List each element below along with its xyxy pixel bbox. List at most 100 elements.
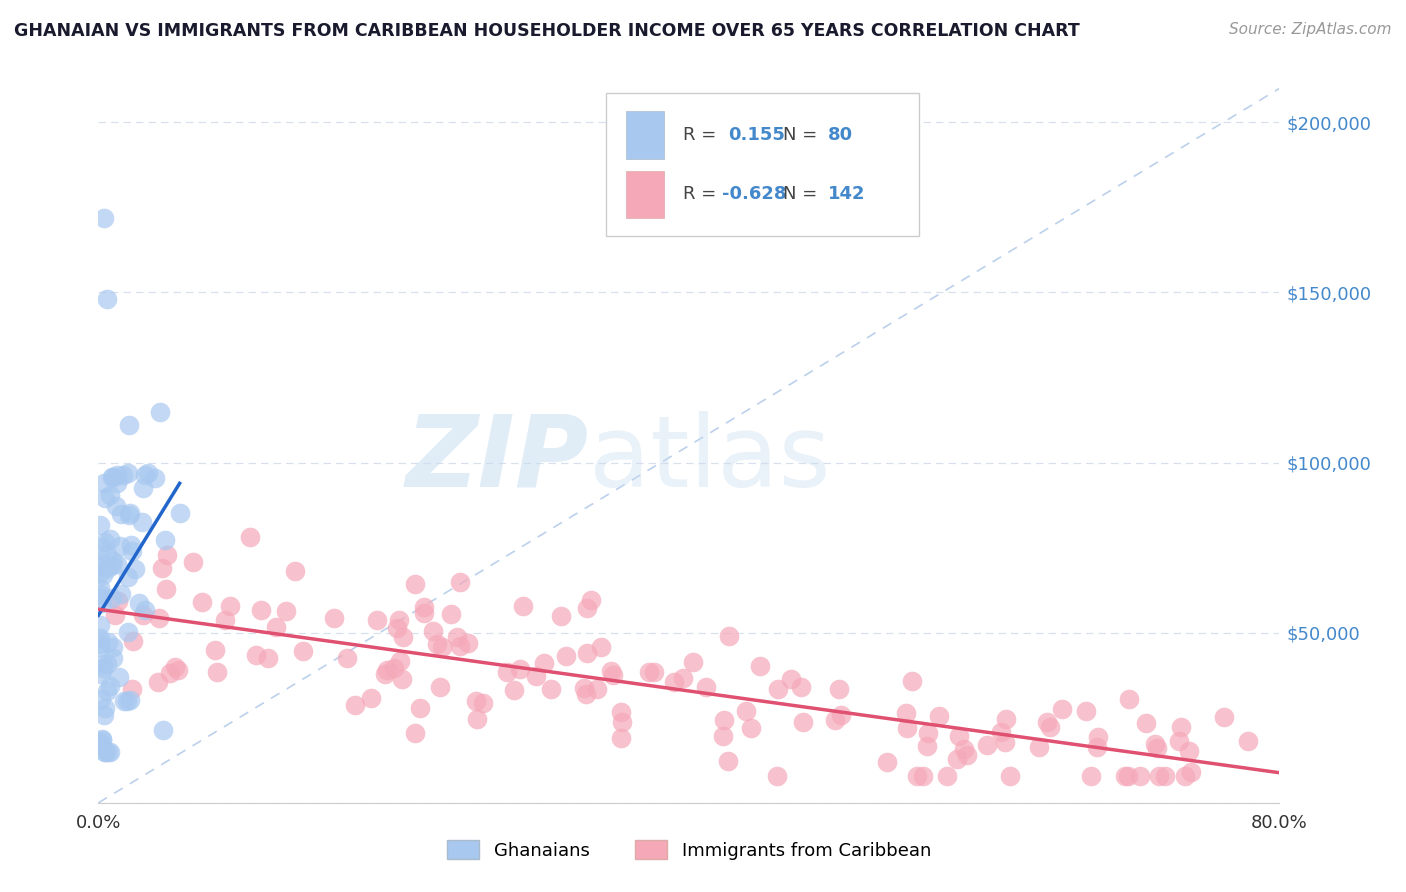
Point [1154, 768, 1177, 782]
Point [792, 715, 814, 730]
Point [465, 694, 488, 708]
Point [990, 725, 1012, 739]
Point [550, 609, 572, 624]
Point [1135, 716, 1157, 731]
Point [124, 562, 146, 576]
Point [524, 669, 547, 683]
Point [118, 693, 141, 707]
Point [98, 745, 121, 759]
Point [995, 712, 1018, 726]
Point [155, 582, 177, 597]
Point [100, 591, 122, 605]
Point [89, 640, 111, 654]
Point [104, 607, 127, 622]
Point [1168, 734, 1191, 748]
Point [589, 640, 612, 654]
Point [91, 733, 114, 747]
Point [994, 735, 1017, 749]
Point [131, 515, 153, 529]
Point [134, 602, 156, 616]
Point [344, 698, 367, 713]
Point [896, 721, 918, 735]
Point [132, 608, 155, 623]
Point [89, 632, 111, 646]
Point [426, 636, 449, 650]
Point [148, 404, 170, 418]
Point [93, 708, 115, 723]
Point [181, 555, 204, 569]
Point [108, 670, 131, 684]
Point [105, 468, 128, 483]
Point [274, 604, 297, 618]
Point [89, 560, 111, 574]
Point [336, 650, 359, 665]
Point [391, 672, 413, 686]
Point [91, 568, 114, 582]
Point [429, 681, 451, 695]
Point [101, 469, 124, 483]
Point [1116, 768, 1139, 782]
Point [440, 607, 463, 622]
Point [117, 570, 139, 584]
Point [91, 732, 114, 747]
Point [146, 674, 169, 689]
Point [457, 636, 479, 650]
Text: 142: 142 [828, 186, 866, 203]
Point [586, 681, 609, 696]
Point [89, 582, 111, 596]
Point [876, 755, 898, 769]
Point [901, 673, 924, 688]
Point [101, 554, 124, 568]
Point [107, 594, 129, 608]
Point [1035, 715, 1057, 730]
Point [766, 768, 789, 782]
Point [610, 731, 633, 745]
Point [682, 655, 704, 669]
Point [89, 618, 111, 632]
Point [159, 666, 181, 681]
Point [905, 768, 928, 782]
Point [574, 681, 596, 695]
Point [121, 682, 143, 697]
Point [91, 661, 114, 675]
Point [153, 533, 176, 547]
Point [156, 548, 179, 562]
Point [167, 663, 190, 677]
Point [89, 517, 111, 532]
Point [90, 667, 112, 681]
Point [1180, 765, 1202, 780]
Point [105, 557, 128, 571]
Point [748, 659, 770, 673]
Point [575, 687, 598, 701]
Point [388, 613, 411, 627]
Point [152, 561, 174, 575]
Point [204, 643, 226, 657]
Point [956, 748, 979, 763]
Point [1080, 768, 1102, 782]
Point [143, 471, 166, 485]
Point [1114, 768, 1136, 782]
Point [392, 630, 415, 644]
Point [602, 667, 624, 681]
FancyBboxPatch shape [606, 94, 920, 235]
Point [1028, 739, 1050, 754]
Point [1170, 720, 1192, 734]
Point [1000, 768, 1022, 782]
Text: 0.155: 0.155 [728, 126, 785, 144]
Point [250, 603, 273, 617]
Point [132, 481, 155, 495]
Text: N =: N = [783, 186, 824, 203]
Point [422, 624, 444, 638]
Point [375, 663, 398, 677]
Point [93, 491, 115, 506]
Point [953, 741, 976, 756]
Point [672, 671, 695, 685]
Point [169, 506, 191, 520]
Point [599, 664, 621, 678]
Point [935, 768, 957, 782]
Text: R =: R = [683, 186, 723, 203]
Point [93, 745, 115, 759]
Point [121, 543, 143, 558]
Point [89, 587, 111, 601]
Point [610, 706, 633, 720]
